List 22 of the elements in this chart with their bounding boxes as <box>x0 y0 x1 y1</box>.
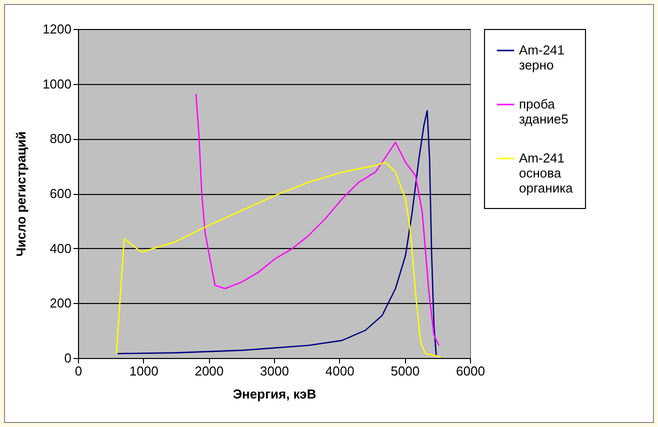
x-tick-label: 4000 <box>325 364 354 378</box>
y-tick-label: 200 <box>50 296 72 311</box>
x-axis-title: Энергия, кэВ <box>232 386 316 402</box>
x-tick-label: 3000 <box>260 364 289 378</box>
x-tick-label: 1000 <box>129 364 158 378</box>
y-tick-label: 600 <box>50 186 72 201</box>
legend-label: Am-241 основа органика <box>519 150 574 196</box>
line-series <box>116 162 442 358</box>
y-axis-title: Число регистраций <box>14 131 29 257</box>
y-tick-label: 800 <box>50 131 72 146</box>
line-series <box>195 93 440 346</box>
x-tick-label: 0 <box>74 364 82 378</box>
line-series <box>116 110 437 356</box>
x-tick-label: 2000 <box>194 364 224 378</box>
y-tick-label: 1000 <box>42 76 72 92</box>
y-tick-label: 400 <box>50 240 72 256</box>
x-tick-label: 6000 <box>456 364 485 378</box>
y-tick-label: 1200 <box>42 22 72 36</box>
legend-label: Am-241 зерно <box>519 42 565 72</box>
x-tick-label: 5000 <box>390 364 420 378</box>
legend-label: проба здание5 <box>519 96 568 126</box>
y-tick-label: 0 <box>64 350 72 366</box>
